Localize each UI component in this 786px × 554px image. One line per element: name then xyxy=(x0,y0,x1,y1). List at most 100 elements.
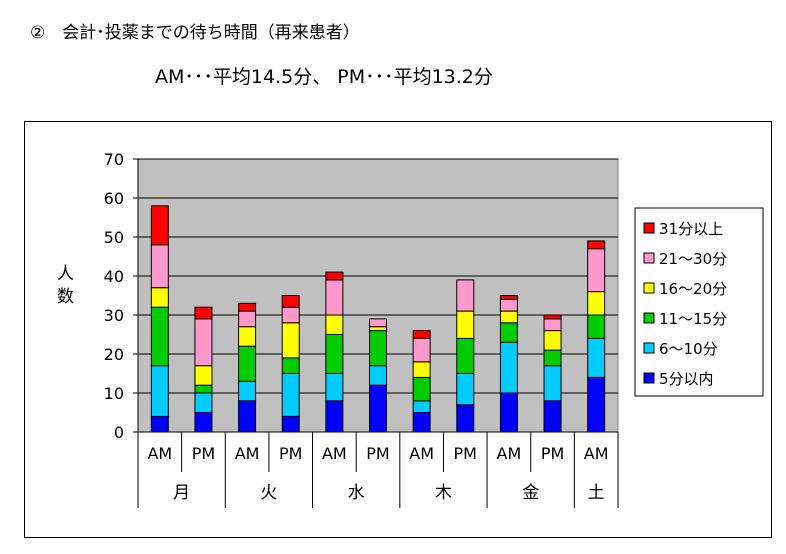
bar-segment xyxy=(150,287,169,308)
bar-segment xyxy=(587,248,606,293)
bar-segment xyxy=(150,306,169,367)
bar-segment xyxy=(499,310,518,324)
legend-swatch xyxy=(643,372,655,384)
bar-segment xyxy=(456,279,475,312)
y-tick-label: 30 xyxy=(104,306,124,325)
y-tick-label: 20 xyxy=(104,345,124,364)
bar-segment xyxy=(587,337,606,378)
y-tick-label: 10 xyxy=(104,384,124,403)
bar-segment xyxy=(369,318,387,328)
x-day-label: 木 xyxy=(435,483,452,503)
legend-label: 16～20分 xyxy=(659,280,727,298)
bar-segment xyxy=(150,415,169,433)
bar-segment xyxy=(412,361,431,378)
bar-segment xyxy=(369,330,387,367)
x-session-label: PM xyxy=(366,444,389,463)
legend-label: 31分以上 xyxy=(659,220,723,238)
bar-segment xyxy=(499,341,518,394)
bar-segment xyxy=(281,306,300,324)
bar-segment xyxy=(325,373,344,402)
x-day-label: 火 xyxy=(260,483,277,503)
legend-label: 5分以内 xyxy=(659,370,714,388)
x-session-label: PM xyxy=(541,444,564,463)
y-tick-label: 50 xyxy=(104,228,124,247)
x-session-label: AM xyxy=(409,444,434,463)
bar-segment xyxy=(150,244,169,289)
bar-segment xyxy=(587,314,606,339)
bar-segment xyxy=(194,384,213,394)
x-day-label: 月 xyxy=(173,483,190,503)
bar-segment xyxy=(369,384,387,433)
bar-segment xyxy=(194,412,213,433)
bar-segment xyxy=(587,291,606,316)
bar-segment xyxy=(281,415,300,433)
bar-segment xyxy=(281,295,300,308)
bar-segment xyxy=(412,412,431,433)
average-summary: AM･･･平均14.5分、 PM･･･平均13.2分 xyxy=(155,66,493,88)
bar-segment xyxy=(456,373,475,406)
bar-segment xyxy=(543,318,562,332)
bar-segment xyxy=(281,322,300,359)
bar-segment xyxy=(543,349,562,367)
y-axis-label: 人数 xyxy=(53,264,74,310)
page-heading: ② 会計･投薬までの待ち時間（再来患者） xyxy=(30,23,360,43)
x-day-label: 水 xyxy=(348,483,365,503)
legend-swatch xyxy=(643,222,655,234)
bar-segment xyxy=(194,365,213,386)
x-day-label: 金 xyxy=(522,483,539,503)
x-session-label: PM xyxy=(454,444,477,463)
bar-segment xyxy=(325,400,344,433)
bar-segment xyxy=(587,240,606,250)
bar-segment xyxy=(412,337,431,363)
y-tick-label: 0 xyxy=(114,423,124,442)
bar-segment xyxy=(456,310,475,339)
x-session-label: PM xyxy=(192,444,215,463)
bar-segment xyxy=(194,392,213,413)
legend-label: 11～15分 xyxy=(659,310,727,328)
x-day-label: 土 xyxy=(588,483,605,503)
bar-segment xyxy=(325,314,344,335)
legend-swatch xyxy=(643,342,655,354)
bar-segment xyxy=(325,279,344,316)
bar-segment xyxy=(412,376,431,402)
bar-segment xyxy=(281,373,300,417)
chart-frame: 0 10 20 30 40 50 60 70 人数 AM PM AM PM AM PM AM PM AM PM A… xyxy=(24,121,772,538)
x-session-label: AM xyxy=(235,444,260,463)
legend-label: 21～30分 xyxy=(659,250,727,268)
bar-segment xyxy=(150,365,169,417)
y-tick-label: 60 xyxy=(104,189,124,208)
bar-segment xyxy=(499,322,518,343)
bar-segment xyxy=(150,205,169,246)
bar-segment xyxy=(194,306,213,320)
x-session-label: AM xyxy=(497,444,522,463)
bar-segment xyxy=(238,310,257,328)
bar-segment xyxy=(543,365,562,402)
x-session-label: AM xyxy=(147,444,172,463)
bar-segment xyxy=(456,337,475,374)
bar-segment xyxy=(369,365,387,386)
bar-segment xyxy=(238,326,257,347)
x-session-label: AM xyxy=(584,444,609,463)
bar-segment xyxy=(238,302,257,312)
legend-label: 6～10分 xyxy=(659,340,718,358)
y-tick-label: 40 xyxy=(104,267,124,286)
stacked-bar-chart: 0 10 20 30 40 50 60 70 人数 AM PM AM PM AM PM AM PM AM PM A… xyxy=(53,150,764,508)
bar-segment xyxy=(194,318,213,367)
bar-segment xyxy=(456,404,475,433)
x-session-label: PM xyxy=(279,444,302,463)
y-tick-label: 70 xyxy=(104,150,124,169)
bar-segment xyxy=(499,295,518,300)
bar-segment xyxy=(325,334,344,374)
bar-segment xyxy=(499,392,518,433)
bar-segment xyxy=(587,376,606,433)
bar-segment xyxy=(369,326,387,332)
legend-swatch xyxy=(643,252,655,264)
bar-segment xyxy=(238,400,257,433)
bar-segment xyxy=(543,400,562,433)
bar-segment xyxy=(238,380,257,402)
bar-segment xyxy=(543,330,562,351)
bar-segment xyxy=(412,330,431,339)
x-session-label: AM xyxy=(322,444,347,463)
legend-box xyxy=(634,207,764,397)
bar-segment xyxy=(238,345,257,382)
